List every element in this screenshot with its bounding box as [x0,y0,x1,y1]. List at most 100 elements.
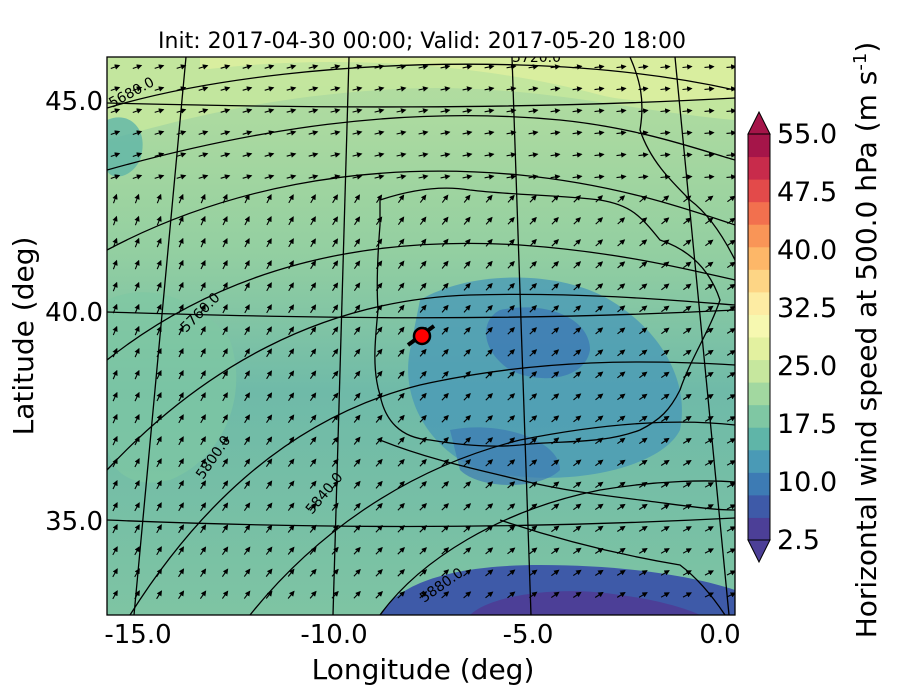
wind-arrow [682,327,692,335]
wind-arrow [132,64,143,70]
wind-arrow [595,349,604,357]
wind-arrow [244,282,250,292]
wind-arrow [595,305,604,313]
wind-arrow [573,459,582,467]
wind-arrow [353,392,361,401]
wind-arrow [463,393,471,401]
wind-arrow [726,548,735,554]
wind-arrow [397,480,405,489]
wind-arrow [310,216,316,226]
wind-arrow [265,590,273,599]
colorbar-frame [747,133,771,541]
wind-arrow [418,174,429,180]
wind-arrow [265,502,273,511]
wind-arrow [528,130,539,136]
wind-arrow [287,546,295,555]
wind-arrow [507,547,516,555]
wind-arrow [112,413,118,424]
wind-arrow [682,108,693,114]
wind-arrow [705,239,714,247]
wind-arrow [595,283,604,291]
wind-arrow [419,436,427,445]
wind-arrow [594,130,605,136]
wind-arrow [222,282,228,292]
wind-arrow [507,481,516,489]
colorbar-tick-label: 32.5 [777,293,837,324]
y-tick-label: 45.0 [45,87,103,117]
wind-arrow [419,569,428,577]
wind-arrow [265,568,273,577]
wind-arrow [485,547,494,555]
wind-arrow [682,482,692,488]
wind-arrow [660,548,670,554]
wind-arrow [551,569,560,577]
wind-arrow [331,370,339,379]
wind-arrow [528,174,539,180]
wind-arrow [178,436,184,446]
wind-arrow [616,459,626,467]
colorbar-label: Horizontal wind speed at 500.0 hPa (m s-… [850,42,883,639]
wind-arrow [661,261,670,269]
wind-arrow [660,371,670,379]
wind-arrow [705,261,714,269]
wind-arrow [550,64,561,70]
wind-arrow [617,283,626,291]
wind-arrow [288,238,294,248]
wind-arrow [572,86,583,92]
wind-arrow [441,348,449,357]
colorbar-tick-label: 25.0 [777,351,837,382]
wind-arrow [507,194,515,203]
wind-arrow [418,152,429,158]
wind-arrow [397,238,405,247]
wind-arrow [178,259,184,270]
wind-arrow [112,458,118,468]
wind-arrow [200,524,207,534]
wind-arrow [176,174,187,180]
wind-arrow [375,392,383,401]
wind-arrow [265,458,273,468]
wind-arrow [595,195,603,203]
wind-arrow [353,568,361,577]
wind-arrow [550,130,561,136]
wind-arrow [112,259,118,270]
wind-arrow [573,481,582,489]
wind-arrow [506,108,517,114]
wind-arrow [529,371,538,379]
y-tick-label: 35.0 [45,507,103,537]
wind-arrow [286,174,297,180]
wind-arrow [485,326,493,335]
wind-arrow [484,86,495,92]
wind-arrow [418,130,429,136]
wind-arrow [661,239,670,247]
wind-arrow [660,174,671,180]
wind-arrow [418,108,429,114]
wind-arrow [441,216,449,225]
wind-arrow [352,64,363,70]
wind-arrow [331,348,339,358]
wind-arrow [244,348,250,358]
wind-arrow [287,436,295,446]
wind-arrow [462,152,473,158]
wind-arrow [726,482,735,488]
wind-arrow [353,260,361,270]
wind-arrow [529,459,538,467]
wind-arrow [286,152,297,158]
wind-arrow [617,437,626,445]
wind-arrow [704,438,714,444]
wind-arrow [156,568,162,578]
wind-arrow [156,480,162,490]
wind-arrow [330,86,341,92]
wind-arrow [200,193,206,204]
wind-arrow [156,392,162,402]
wind-arrow [573,371,582,379]
wind-arrow [704,108,715,114]
wind-arrow [309,546,317,555]
wind-arrow [156,325,162,336]
colorbar-extend-max [747,110,771,135]
wind-arrow [726,350,735,356]
wind-arrow [309,392,317,402]
wind-arrow [485,216,493,225]
wind-arrow [661,305,670,313]
wind-arrow [134,414,140,424]
wind-arrow [176,64,187,70]
